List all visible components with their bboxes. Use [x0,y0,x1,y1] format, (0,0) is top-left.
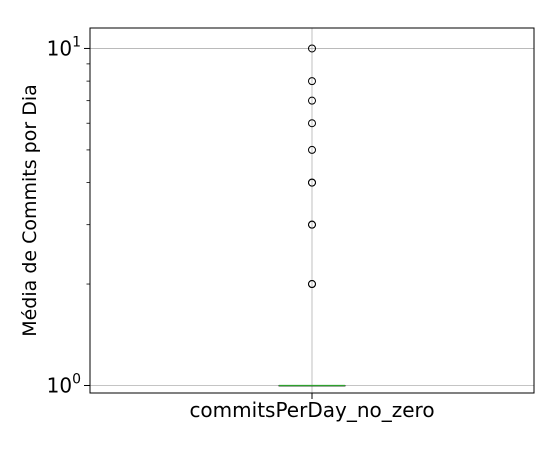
y-tick-label: 100 [47,371,81,397]
grid-layer [90,28,534,393]
outlier-point [308,220,316,229]
outlier-point [308,96,316,105]
outlier-point [308,77,316,86]
plot-layer [278,44,346,387]
outlier-point [308,44,316,53]
outlier-point [308,178,316,187]
y-tick-label-base: 10 [47,36,72,60]
y-tick-label-exponent: 0 [72,371,81,387]
y-axis-label: Média de Commits por Dia [19,84,41,337]
y-tick-label: 101 [47,34,81,60]
outlier-point [308,145,316,154]
y-tick-label-exponent: 1 [72,34,81,50]
outlier-point [308,280,316,289]
y-tick-label-base: 10 [47,373,72,397]
outlier-point [308,119,316,128]
x-category-label: commitsPerDay_no_zero [189,398,434,422]
